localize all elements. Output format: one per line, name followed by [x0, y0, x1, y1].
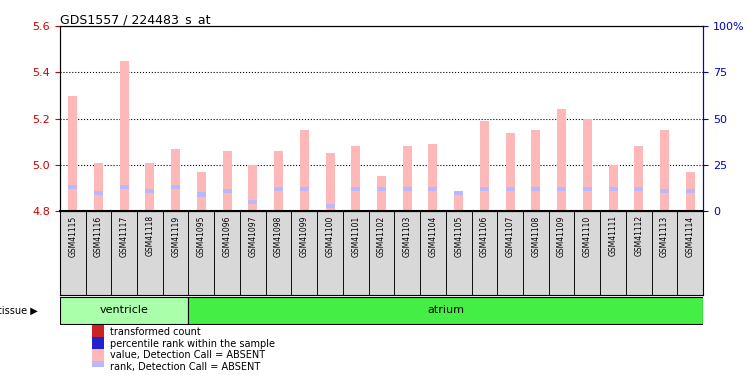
Text: rank, Detection Call = ABSENT: rank, Detection Call = ABSENT — [110, 362, 260, 372]
Bar — [377, 177, 386, 211]
Bar — [634, 147, 643, 211]
Text: GSM41099: GSM41099 — [300, 215, 309, 257]
Text: GSM41101: GSM41101 — [352, 215, 361, 256]
Bar — [609, 187, 618, 191]
Bar — [171, 149, 180, 211]
Text: GSM41114: GSM41114 — [686, 215, 695, 256]
Text: GSM41118: GSM41118 — [145, 215, 154, 256]
Bar — [274, 187, 283, 191]
Bar — [145, 189, 154, 193]
Bar — [92, 326, 103, 338]
Bar — [300, 187, 309, 191]
Bar — [480, 187, 489, 191]
Bar — [429, 187, 438, 191]
Text: GSM41107: GSM41107 — [506, 215, 515, 257]
Bar — [197, 192, 206, 196]
Bar — [634, 187, 643, 191]
Text: percentile rank within the sample: percentile rank within the sample — [110, 339, 275, 348]
Text: GSM41112: GSM41112 — [634, 215, 643, 256]
Bar — [68, 96, 77, 211]
Text: tissue ▶: tissue ▶ — [0, 305, 37, 315]
Text: GSM41098: GSM41098 — [274, 215, 283, 257]
Bar — [325, 153, 334, 211]
Bar — [92, 349, 103, 361]
Bar — [686, 189, 695, 193]
Bar — [94, 163, 103, 211]
Bar — [223, 189, 232, 193]
Text: GSM41096: GSM41096 — [223, 215, 232, 257]
Bar — [94, 190, 103, 195]
Bar — [402, 187, 411, 191]
Bar — [454, 190, 463, 195]
Bar — [557, 110, 566, 211]
Bar — [352, 147, 361, 211]
Text: GSM41104: GSM41104 — [429, 215, 438, 257]
Text: GSM41117: GSM41117 — [120, 215, 129, 256]
Text: GSM41097: GSM41097 — [248, 215, 257, 257]
Text: GSM41111: GSM41111 — [609, 215, 618, 256]
Text: transformed count: transformed count — [110, 327, 200, 337]
Bar — [120, 61, 129, 211]
Text: GSM41105: GSM41105 — [454, 215, 463, 257]
Text: value, Detection Call = ABSENT: value, Detection Call = ABSENT — [110, 350, 265, 360]
Bar — [352, 187, 361, 191]
Bar — [583, 187, 592, 191]
Text: GSM41102: GSM41102 — [377, 215, 386, 256]
Text: ventricle: ventricle — [99, 305, 149, 315]
Bar — [223, 151, 232, 211]
Bar — [402, 147, 411, 211]
Text: GSM41109: GSM41109 — [557, 215, 566, 257]
Text: GSM41108: GSM41108 — [531, 215, 540, 256]
Bar — [248, 165, 257, 211]
Bar — [120, 185, 129, 189]
Text: GSM41106: GSM41106 — [480, 215, 489, 257]
Bar — [68, 185, 77, 189]
Bar — [92, 361, 103, 374]
Text: GSM41095: GSM41095 — [197, 215, 206, 257]
Bar — [188, 297, 703, 324]
Bar — [557, 187, 566, 191]
Bar — [429, 144, 438, 211]
Bar — [660, 130, 669, 211]
Bar — [300, 130, 309, 211]
Text: GSM41103: GSM41103 — [402, 215, 411, 257]
Bar — [454, 195, 463, 211]
Bar — [506, 187, 515, 191]
Bar — [274, 151, 283, 211]
Bar — [583, 119, 592, 211]
Bar — [531, 130, 540, 211]
Bar — [686, 172, 695, 211]
Bar — [145, 163, 154, 211]
Bar — [171, 185, 180, 189]
Bar — [480, 121, 489, 211]
Text: GSM41119: GSM41119 — [171, 215, 180, 256]
Bar — [325, 204, 334, 208]
Bar — [531, 187, 540, 191]
Text: GSM41110: GSM41110 — [583, 215, 592, 256]
Bar — [197, 172, 206, 211]
Bar — [506, 133, 515, 211]
Text: atrium: atrium — [427, 305, 465, 315]
Bar — [248, 200, 257, 204]
Bar — [92, 337, 103, 350]
Text: GDS1557 / 224483_s_at: GDS1557 / 224483_s_at — [60, 13, 210, 26]
Bar — [609, 165, 618, 211]
Text: GSM41116: GSM41116 — [94, 215, 103, 256]
Bar — [660, 189, 669, 193]
Text: GSM41113: GSM41113 — [660, 215, 669, 256]
Text: GSM41100: GSM41100 — [325, 215, 334, 257]
Bar — [377, 187, 386, 191]
Bar — [60, 297, 188, 324]
Text: GSM41115: GSM41115 — [68, 215, 77, 256]
